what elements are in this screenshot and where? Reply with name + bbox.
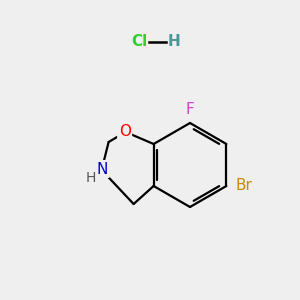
Text: F: F xyxy=(186,101,194,116)
Text: H: H xyxy=(85,171,96,185)
Text: N: N xyxy=(97,161,108,176)
Text: Cl: Cl xyxy=(132,34,148,50)
Text: H: H xyxy=(168,34,181,50)
Text: Br: Br xyxy=(236,178,253,194)
Text: O: O xyxy=(118,124,130,139)
